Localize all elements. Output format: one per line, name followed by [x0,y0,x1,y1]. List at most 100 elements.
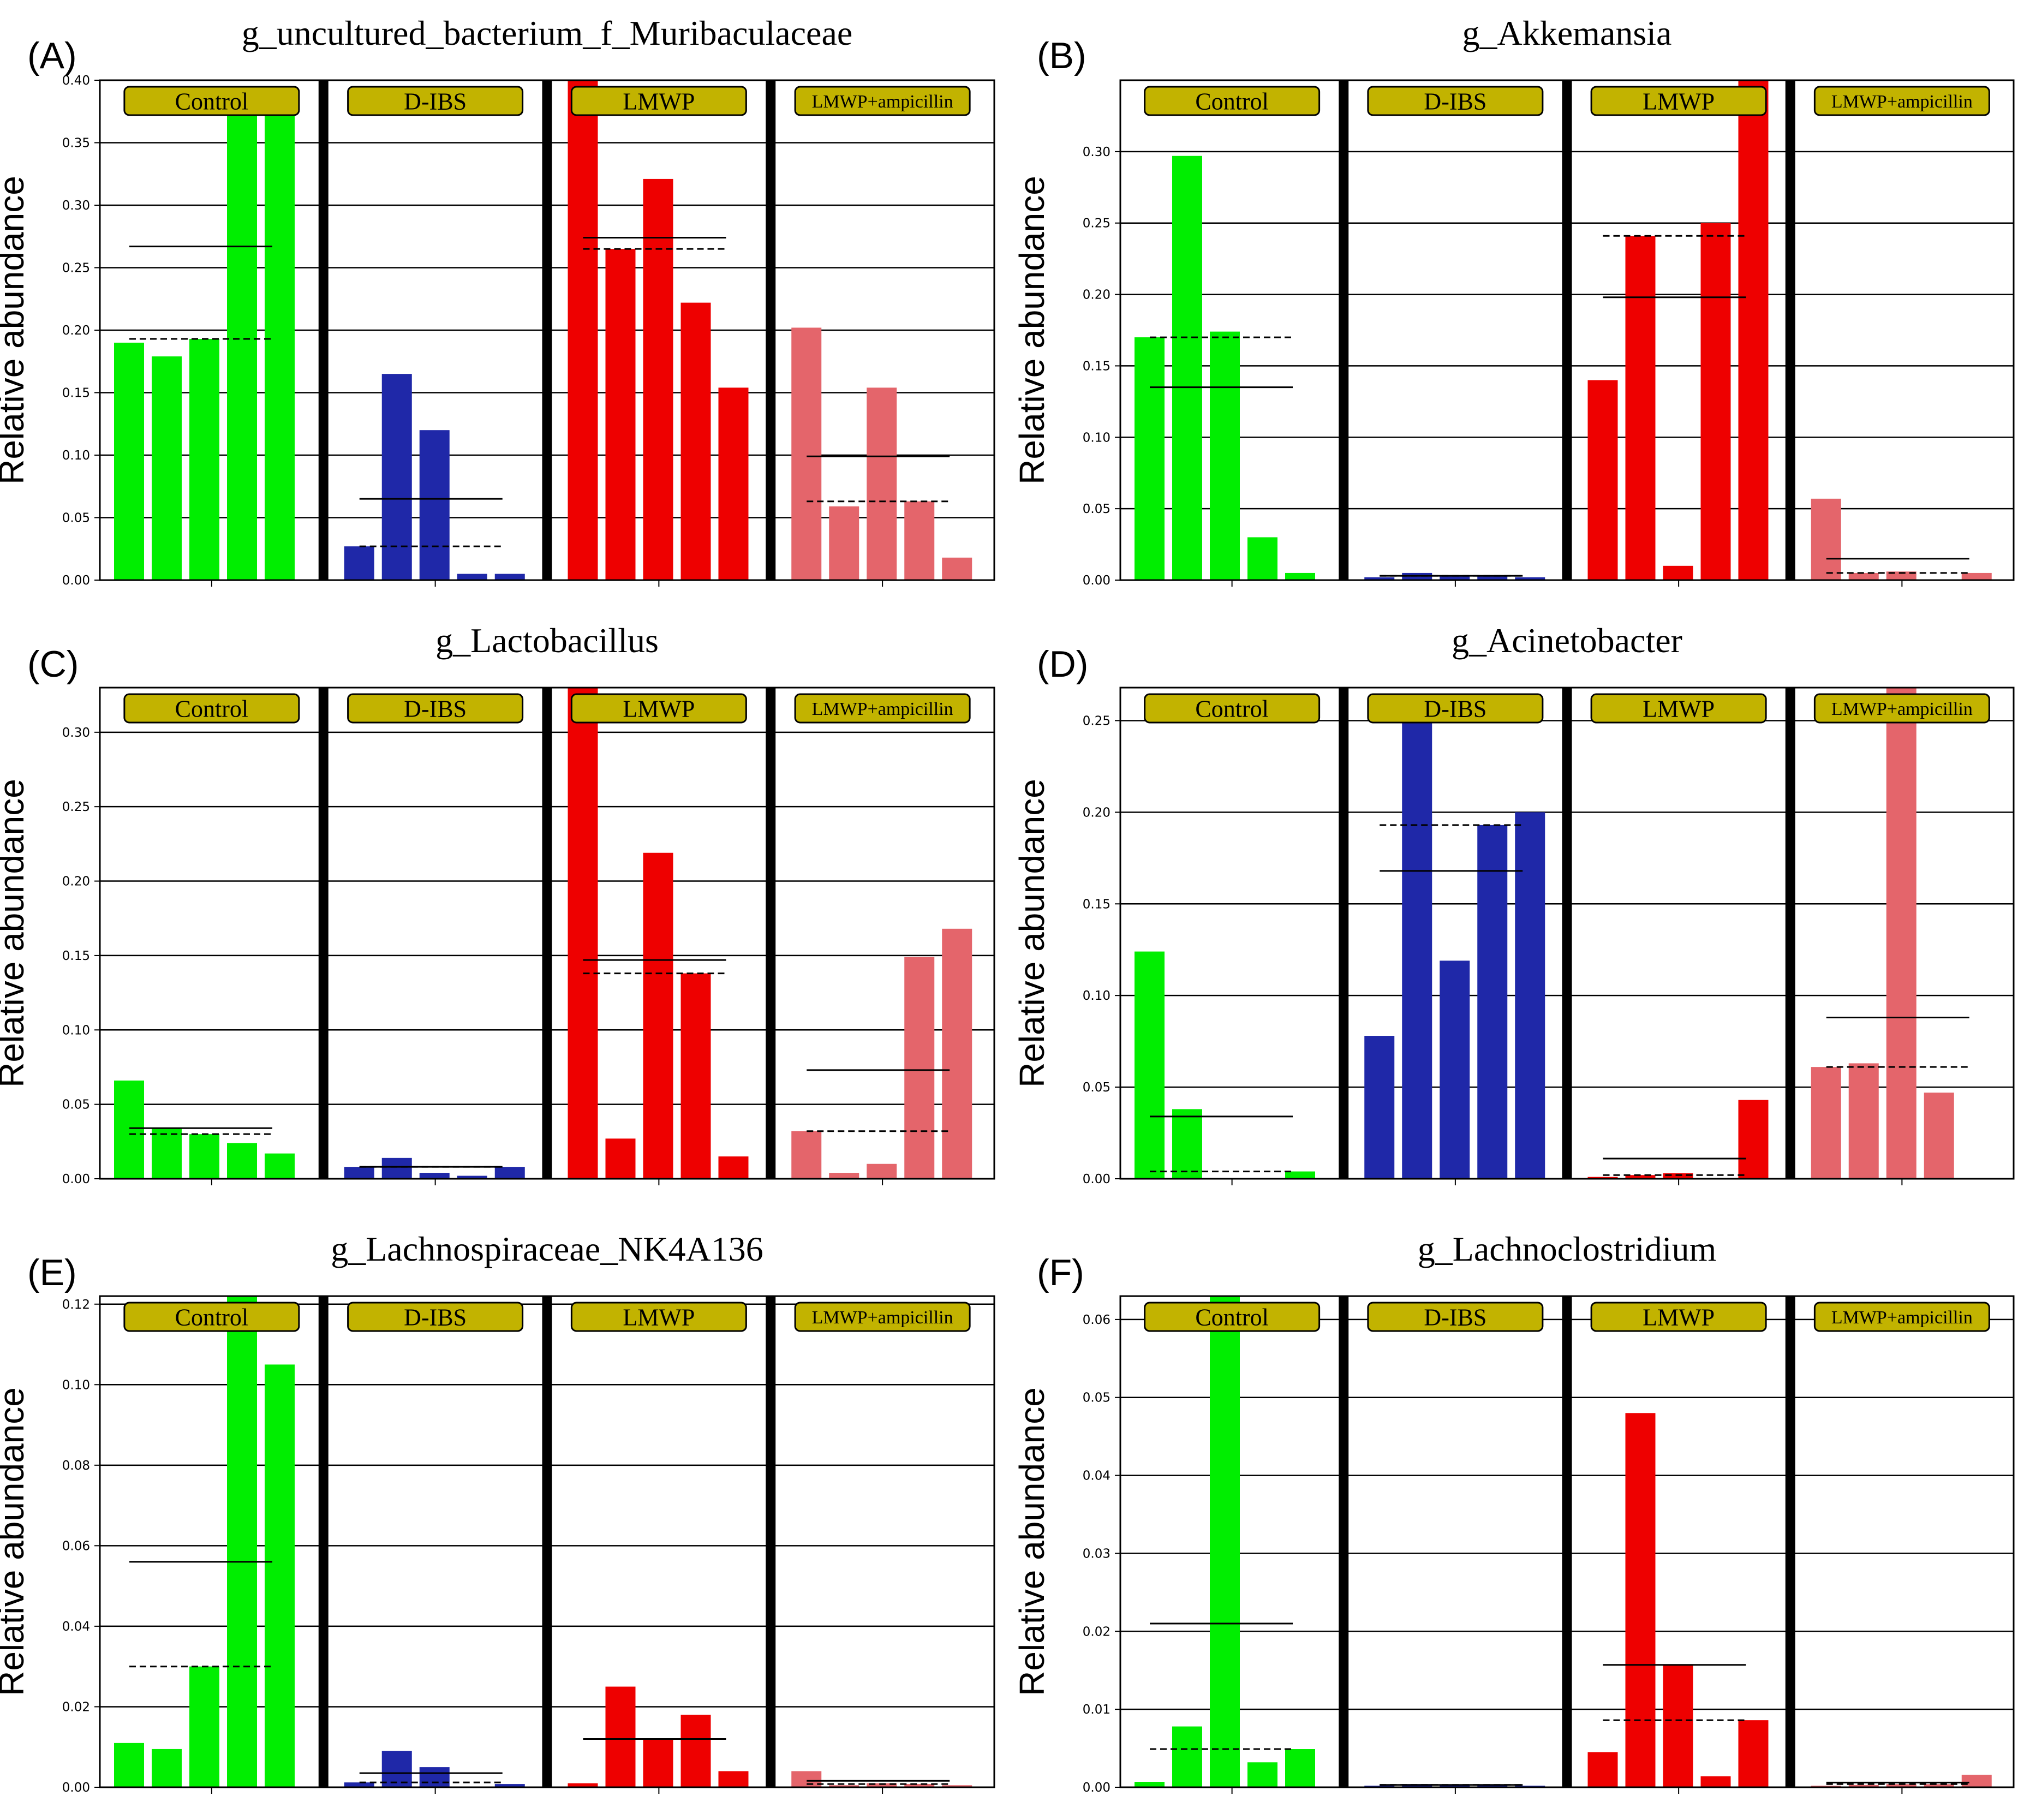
bar-d-ibs-3 [1440,960,1470,1179]
bar-control-1 [114,1743,144,1787]
bar-d-ibs-2 [381,1751,412,1787]
bar-lmwp-ampicillin-2 [829,506,859,580]
bar-lmwp-ampicillin-4 [1924,1093,1954,1179]
bar-lmwp-ampicillin-4 [904,501,935,580]
panel-e: (E) g_Lachnospiraceae_NK4A136 Relative abu… [0,1230,995,1795]
bar-control-5 [1285,1171,1315,1179]
y-tick-label: 0.05 [1083,1391,1110,1405]
bars [114,1296,972,1787]
group-tag-label: D-IBS [1424,1304,1486,1330]
bar-lmwp-ampicillin-1 [791,1131,822,1179]
plot-frame [99,79,995,581]
group-tag-label: D-IBS [1424,695,1486,722]
y-axis-label: Relative abundance [0,1387,31,1696]
group-tag-label: LMWP [1643,695,1715,722]
group-separator [1562,1296,1572,1787]
group-tag [1590,1302,1767,1332]
y-tick-label: 0.15 [1083,359,1110,373]
group-tag [1590,693,1767,724]
bars [114,80,972,580]
bar-lmwp-4 [680,1715,711,1787]
y-tick-label: 0.00 [1083,1172,1110,1186]
bar-control-5 [265,1153,295,1179]
group-tag [1813,1302,1990,1332]
plot-frame [1119,1295,2015,1788]
bar-lmwp-1 [1587,1177,1618,1179]
bar-lmwp-ampicillin-2 [1848,572,1879,580]
y-axis-label: Relative abundance [0,176,31,485]
bar-lmwp-3 [1663,1173,1693,1179]
bar-lmwp-2 [1625,1175,1656,1179]
bar-control-1 [1135,337,1165,580]
chart-title: g_Lactobacillus [435,621,659,660]
bar-lmwp-3 [643,852,673,1179]
y-tick-label: 0.03 [1083,1547,1110,1561]
group-tag [123,86,300,116]
group-separator [1562,688,1572,1179]
panel-letter: (E) [27,1252,77,1293]
bar-d-ibs-4 [1477,1785,1508,1787]
y-axis-label: Relative abundance [1012,1387,1052,1696]
bar-control-3 [189,1666,219,1787]
y-tick-label: 0.05 [1083,502,1110,516]
group-separator [1339,688,1349,1179]
y-axis-label: Relative abundance [1012,176,1052,485]
bar-control-2 [1172,1726,1202,1787]
bar-lmwp-5 [1738,1720,1769,1787]
group-tag [123,1302,300,1332]
bar-lmwp-2 [605,1686,636,1787]
group-tag-label: D-IBS [404,1304,467,1330]
group-separator [318,688,329,1179]
group-tag [347,1302,524,1332]
group-tag-label: LMWP [1643,88,1715,115]
plot-frame [99,1295,995,1788]
group-tag-label: LMWP+ampicillin [812,92,953,112]
bar-lmwp-ampicillin-5 [942,557,972,580]
plot-frame [99,687,995,1180]
y-tick-label: 0.00 [1083,574,1110,588]
y-tick-label: 0.10 [62,449,90,463]
group-tag-label: Control [1195,695,1268,722]
group-tag-label: LMWP [623,88,695,115]
y-tick-label: 0.35 [62,136,90,151]
y-axis-label: Relative abundance [1012,779,1052,1088]
bar-lmwp-4 [1700,1776,1731,1787]
panel-letter: (C) [27,643,79,685]
group-separator [1562,80,1572,580]
bar-d-ibs-3 [419,1767,450,1787]
bar-control-3 [1210,1296,1240,1787]
y-tick-label: 0.00 [62,574,90,588]
group-tag-label: Control [1195,88,1268,115]
y-tick-label: 0.02 [1083,1625,1110,1639]
group-tag [123,693,300,724]
group-tag [1144,86,1321,116]
y-tick-label: 0.05 [62,511,90,526]
group-tag-label: LMWP+ampicillin [812,1308,953,1328]
group-tag-label: LMWP+ampicillin [1831,699,1973,719]
group-tag [1367,86,1544,116]
panel-f: (F) g_Lachnoclostridium Relative abundance… [1012,1230,2015,1795]
group-separator [542,688,552,1179]
panel-b: (B) g_Akkemansia Relative abundance 0.00 0.0… [1012,14,2015,588]
panel-letter: (D) [1037,643,1088,685]
bars [1135,1296,1992,1787]
bar-lmwp-ampicillin-3 [867,387,897,580]
group-tag [1590,86,1767,116]
bar-d-ibs-5 [494,1784,525,1787]
bar-lmwp-1 [568,80,598,580]
bar-lmwp-ampicillin-2 [1848,1063,1879,1179]
bar-control-2 [1172,1109,1202,1179]
bar-control-2 [152,356,182,580]
bar-control-4 [1247,1762,1277,1787]
group-separator [766,688,776,1179]
y-tick-label: 0.15 [62,949,90,963]
group-tag-label: LMWP+ampicillin [1831,92,1973,112]
bar-control-1 [1135,951,1165,1179]
y-tick-label: 0.00 [62,1172,90,1186]
bar-lmwp-ampicillin-2 [829,1785,859,1787]
group-separator [1785,688,1795,1179]
panel-letter: (F) [1037,1252,1084,1293]
y-tick-label: 0.30 [62,726,90,740]
plot-frame [1119,79,2015,581]
y-tick-label: 0.05 [62,1098,90,1112]
